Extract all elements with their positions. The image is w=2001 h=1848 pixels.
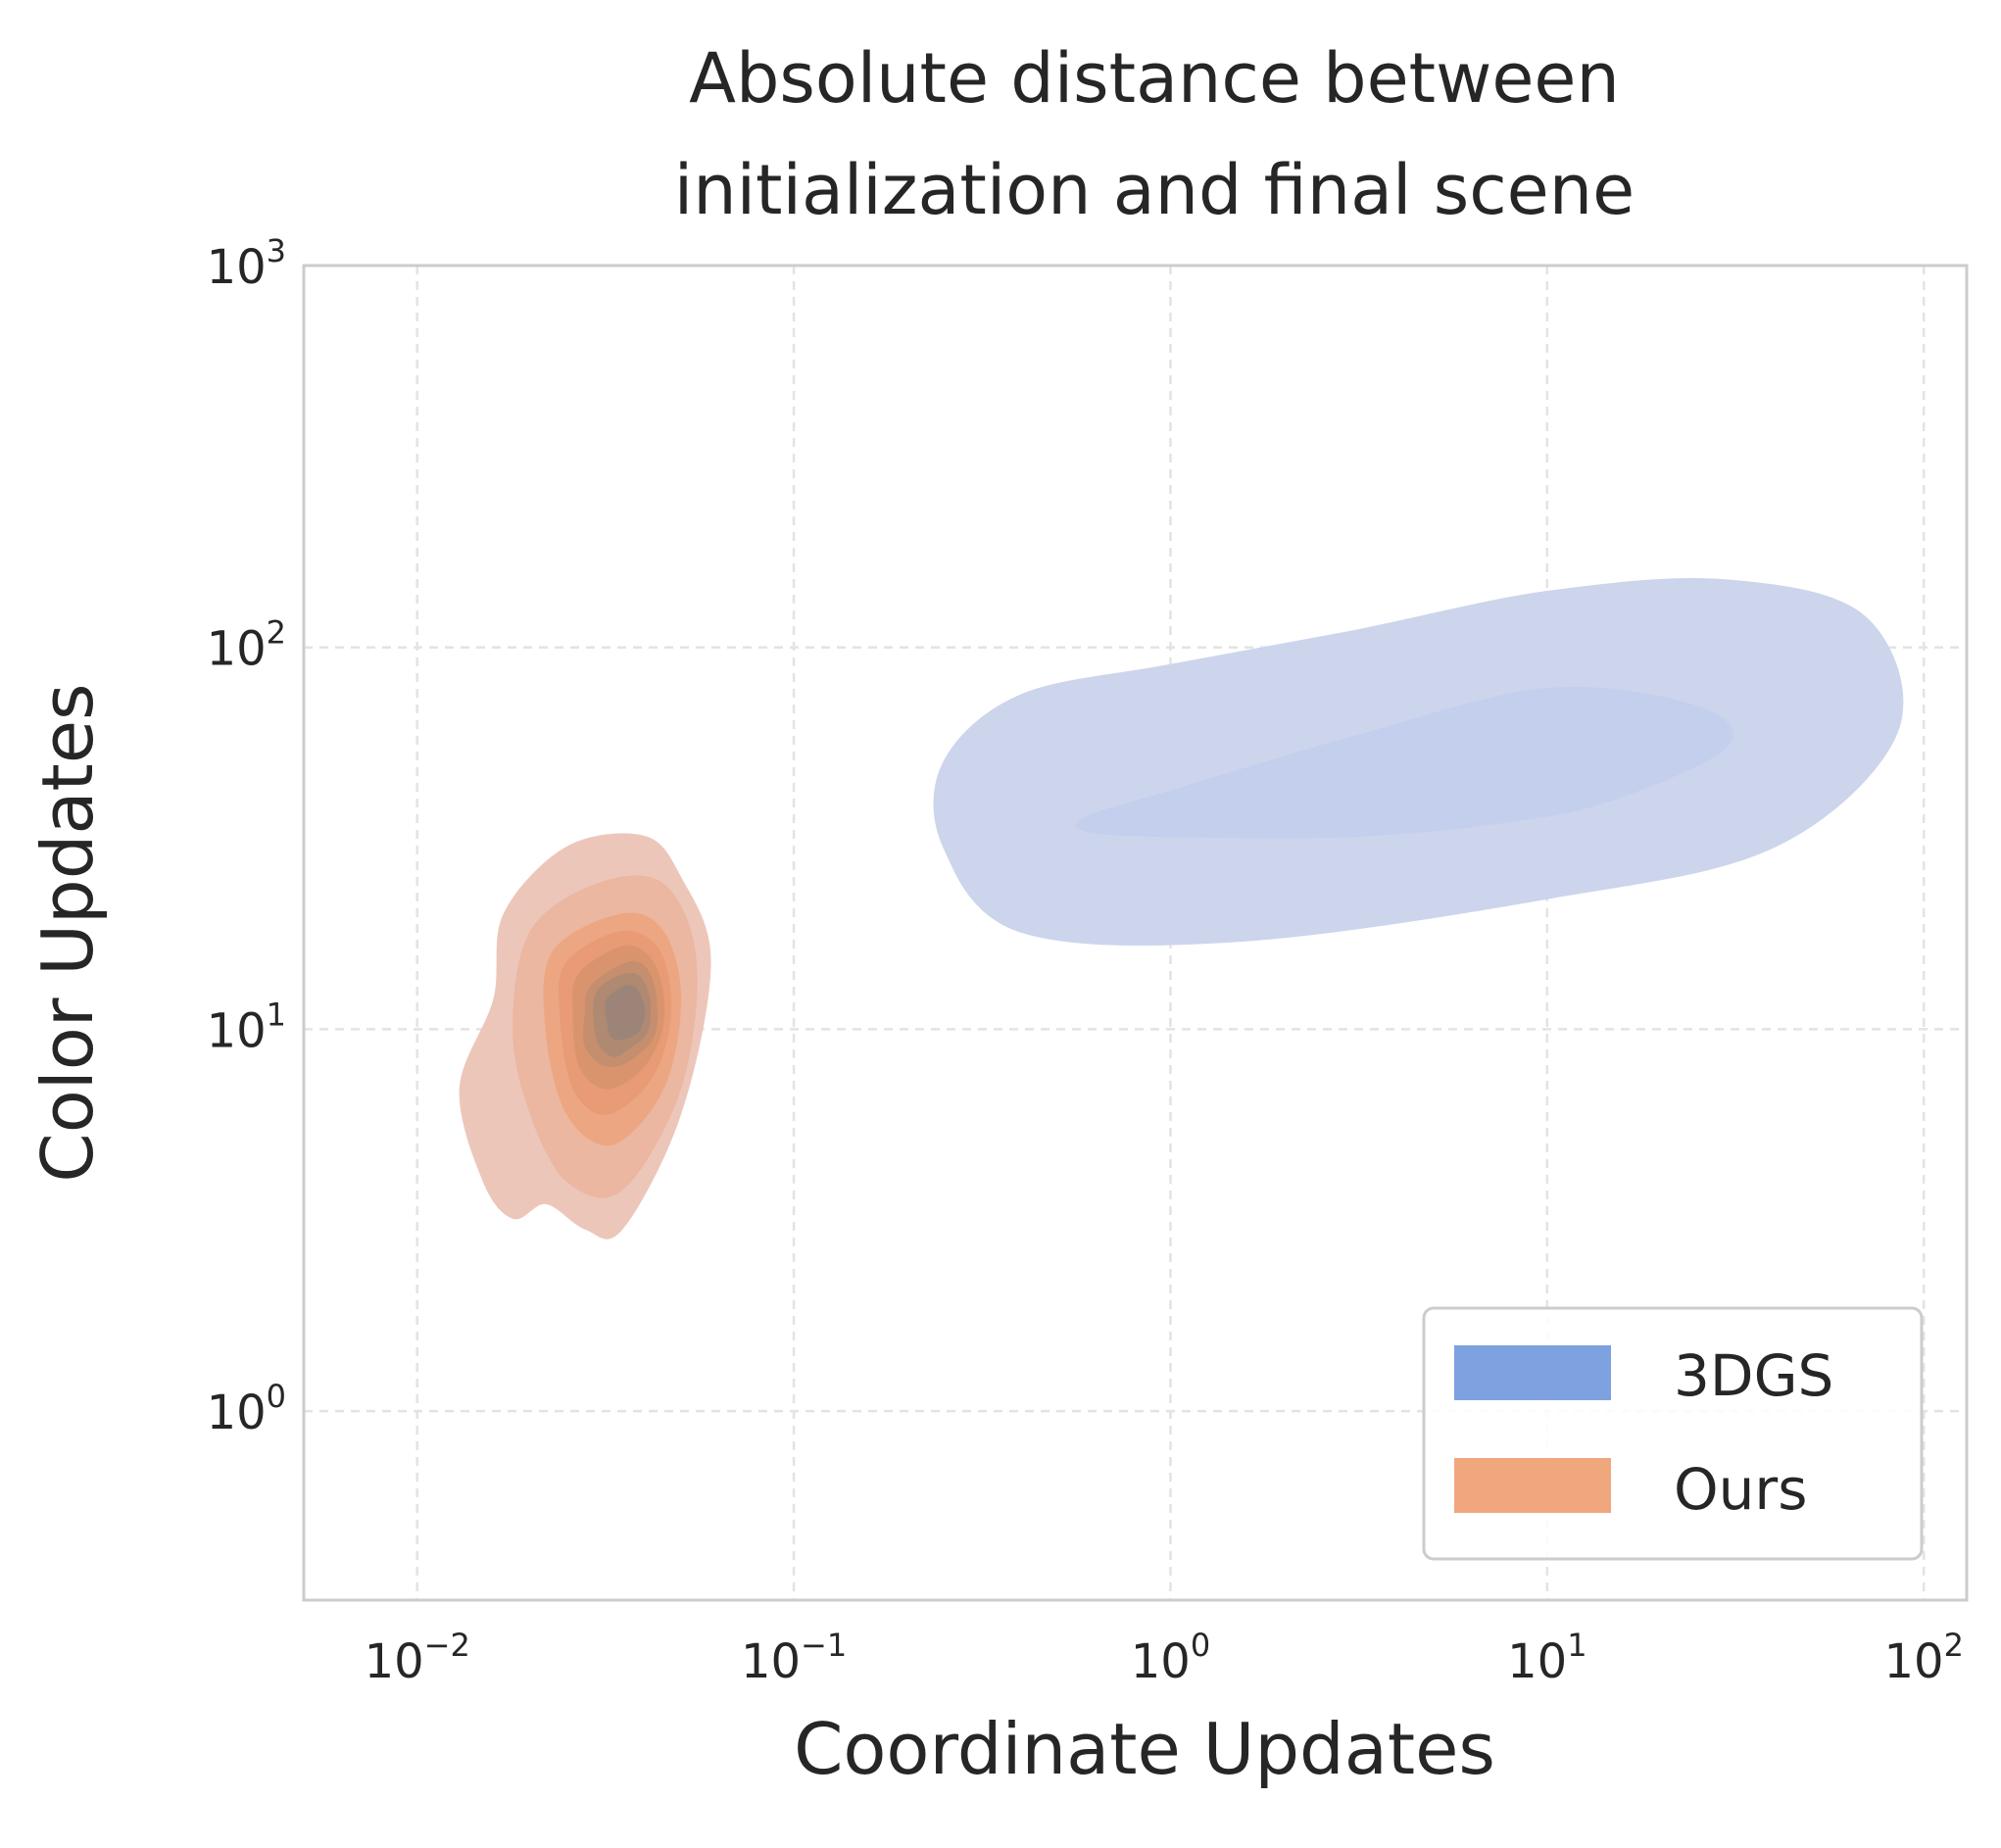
y-tick-label-3: 103 bbox=[207, 232, 286, 295]
chart-title-line-2: initialization and final scene bbox=[674, 150, 1635, 230]
x-tick-label-4: 102 bbox=[1883, 1627, 1963, 1689]
legend-label-ours: Ours bbox=[1674, 1456, 1807, 1523]
chart-title-line-1: Absolute distance between bbox=[689, 38, 1620, 119]
legend: 3DGS Ours bbox=[1422, 1306, 1924, 1561]
y-tick-label-1: 101 bbox=[207, 996, 286, 1058]
y-tick-label-0: 100 bbox=[207, 1378, 286, 1440]
y-axis-label: Color Updates bbox=[26, 683, 109, 1182]
y-tick-labels: 100 101 102 103 bbox=[207, 232, 286, 1440]
x-tick-label-0: 10−2 bbox=[365, 1627, 470, 1689]
contour-3dgs-level-2 bbox=[1075, 686, 1733, 839]
x-axis-label: Coordinate Updates bbox=[794, 1708, 1495, 1790]
x-tick-label-1: 10−1 bbox=[741, 1627, 847, 1689]
x-tick-label-2: 100 bbox=[1131, 1627, 1210, 1689]
legend-label-3dgs: 3DGS bbox=[1674, 1342, 1833, 1409]
plot-frame bbox=[302, 264, 1969, 1602]
x-tick-label-3: 101 bbox=[1507, 1627, 1586, 1689]
legend-swatch-ours bbox=[1454, 1458, 1611, 1513]
x-tick-labels: 10−2 10−1 100 101 102 bbox=[365, 1627, 1964, 1689]
series-3dgs-contours bbox=[933, 578, 1904, 947]
legend-swatch-3dgs bbox=[1454, 1345, 1611, 1400]
y-tick-label-2: 102 bbox=[207, 614, 286, 677]
series-ours-contours bbox=[459, 833, 711, 1240]
contour-ours-level-8 bbox=[605, 985, 646, 1041]
contour-layer bbox=[459, 578, 1904, 1240]
